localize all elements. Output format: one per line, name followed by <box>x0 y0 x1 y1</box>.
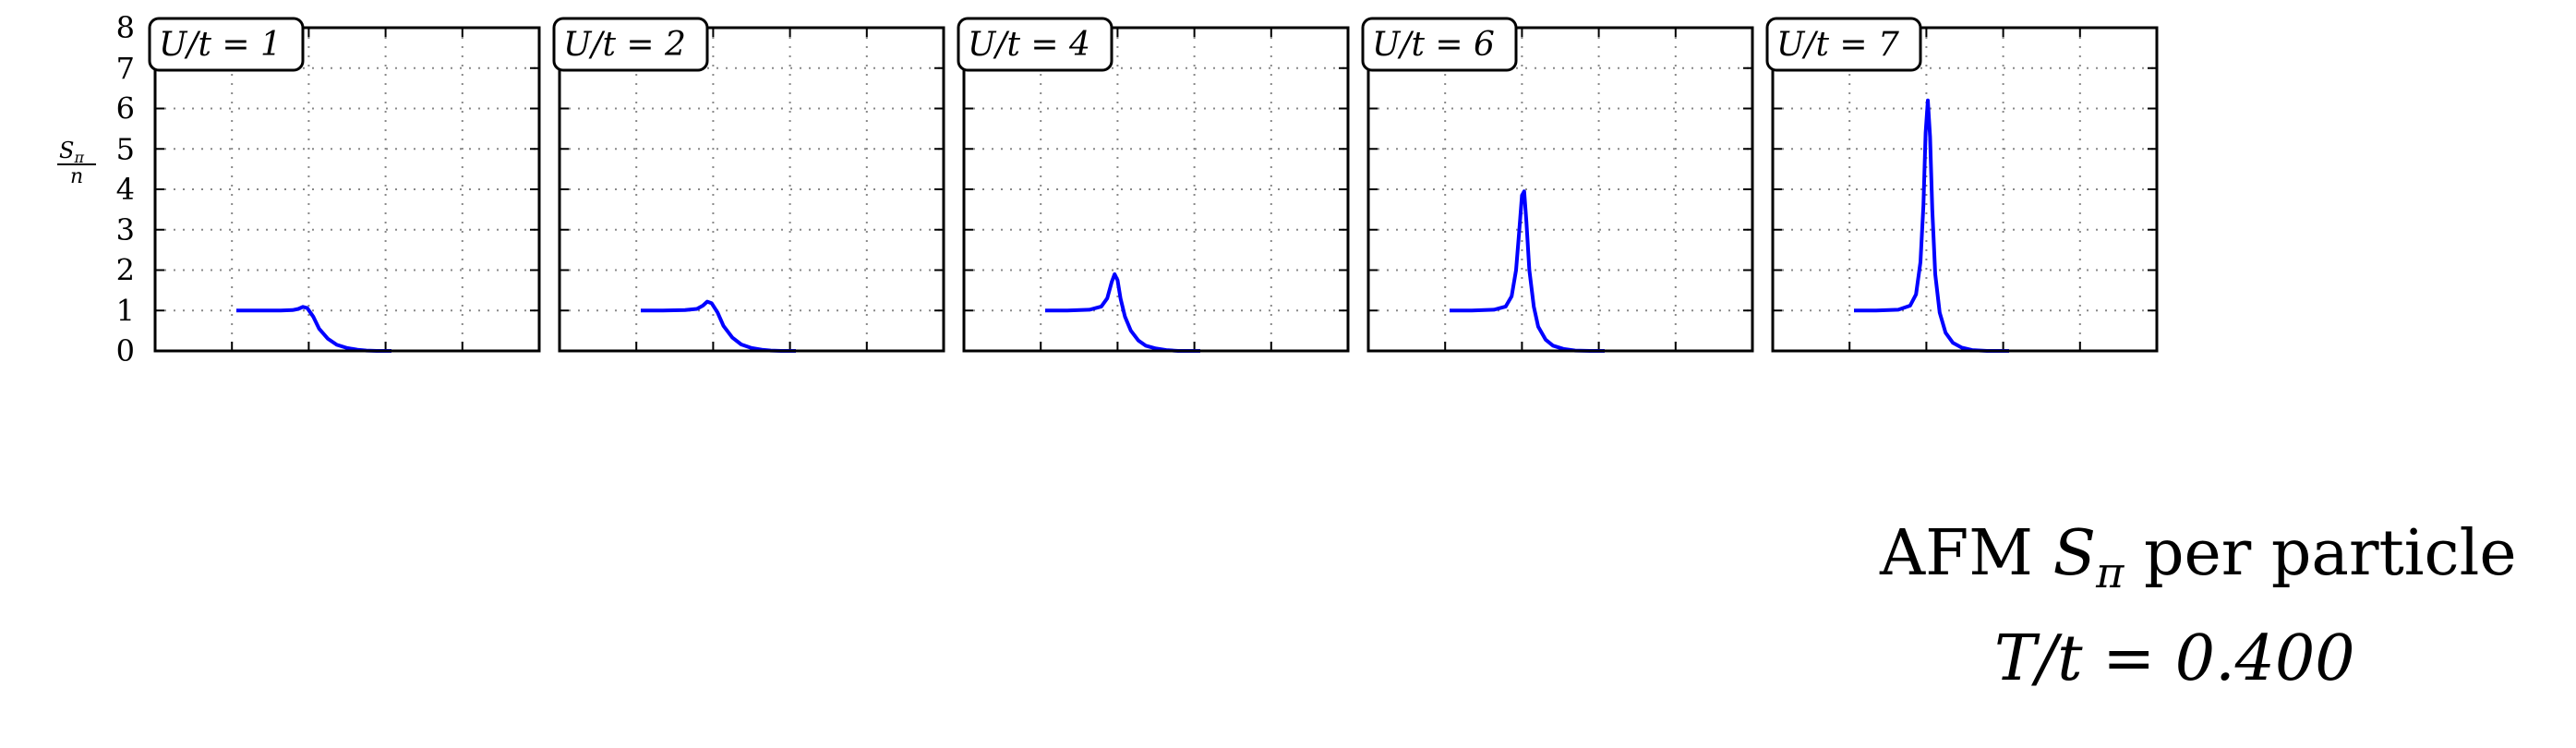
y-tick-label: 7 <box>116 51 135 86</box>
panel-label: U/t = 1 <box>159 26 282 64</box>
title-prefix: AFM <box>1879 517 2033 590</box>
series-line <box>641 299 796 353</box>
y-tick-label: 2 <box>116 253 135 288</box>
panel-label-box <box>1765 17 1922 72</box>
y-tick-label: 3 <box>116 212 135 247</box>
y-tick-label: 0 <box>116 333 135 368</box>
panel-label: U/t = 6 <box>1372 26 1495 64</box>
panel-frame <box>558 26 945 353</box>
panels: U/t = 1 U/t = 2 U/t = 4 U/t = 6 U/t = 7 <box>148 17 2159 353</box>
series-line <box>1045 271 1200 353</box>
panel-frame <box>1771 26 2159 353</box>
panel-label-box <box>1361 17 1518 72</box>
y-axis-label: Sπ n <box>57 138 96 188</box>
y-axis-label-denominator: n <box>70 165 83 188</box>
series-line <box>1450 189 1605 353</box>
y-tick-label: 8 <box>116 10 135 45</box>
svg-text:Sπ: Sπ <box>59 138 84 166</box>
panel: U/t = 6 <box>1361 17 1754 353</box>
panel-frame <box>153 26 541 353</box>
title-symbol: S <box>2053 517 2097 590</box>
panel-frame <box>1366 26 1754 353</box>
series-line <box>1854 98 2009 353</box>
panel: U/t = 1 <box>148 17 541 353</box>
panel-label: U/t = 2 <box>563 26 686 64</box>
y-tick-label: 6 <box>116 91 135 127</box>
y-axis-label-numerator: S <box>59 138 74 163</box>
figure-title: AFM Sπ per particle T/t = 0.400 <box>1879 517 2517 695</box>
panel-frame <box>962 26 1350 353</box>
figure-title-line1: AFM Sπ per particle <box>1879 517 2517 603</box>
series-line <box>236 305 391 353</box>
panel: U/t = 4 <box>957 17 1350 353</box>
y-tick-label: 1 <box>116 293 135 328</box>
figure-title-line2: T/t = 0.400 <box>1994 622 2354 695</box>
title-rest: per particle <box>2144 517 2517 590</box>
panel-label: U/t = 4 <box>968 26 1090 64</box>
panel-label: U/t = 7 <box>1776 26 1899 64</box>
y-tick-label: 5 <box>116 131 135 166</box>
y-tick-labels: 0 1 2 3 4 5 6 7 8 <box>116 10 135 368</box>
y-axis-label-subscript: π <box>73 149 84 166</box>
panel-label-box <box>552 17 709 72</box>
panel-label-box <box>957 17 1113 72</box>
panel: U/t = 7 <box>1765 17 2159 353</box>
title-subscript: π <box>2095 548 2125 597</box>
y-tick-label: 4 <box>116 172 135 207</box>
panel-label-box <box>148 17 305 72</box>
panel: U/t = 2 <box>552 17 945 353</box>
